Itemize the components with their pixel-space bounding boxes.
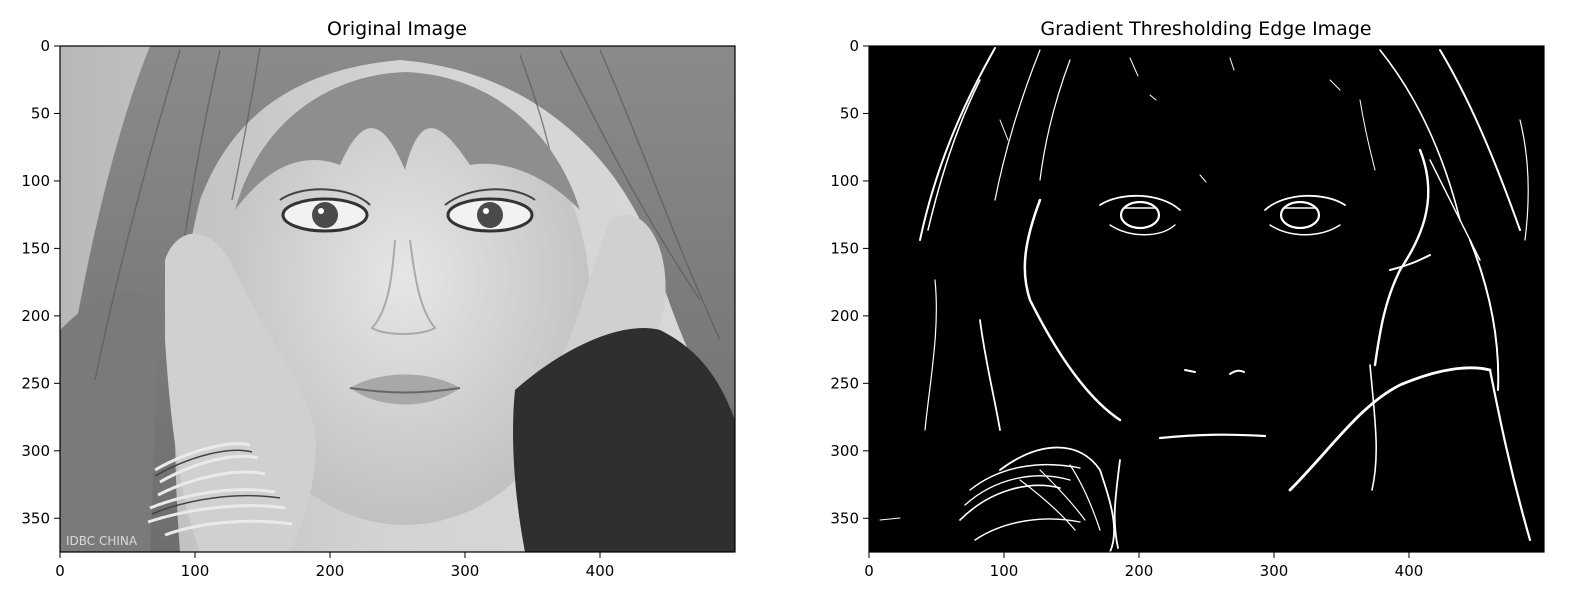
- watermark: IDBC CHINA: [66, 534, 138, 548]
- x-tick-label: 200: [316, 562, 345, 580]
- ticks-original: 0 100 200 300 400 0 50 100 150 200 250 300 350: [21, 37, 614, 580]
- y-tick-label: 350: [21, 509, 50, 527]
- y-tick-label: 250: [830, 374, 859, 392]
- x-tick-label: 0: [864, 562, 874, 580]
- y-tick-label: 200: [21, 307, 50, 325]
- ticks-edges: 0 100 200 300 400 0 50 100 150 200 250 300 350: [830, 37, 1423, 580]
- y-tick-label: 100: [21, 172, 50, 190]
- panel-edges: Gradient Thresholding Edge Image: [830, 18, 1545, 580]
- axes-frame-edges: [868, 45, 1545, 553]
- panel-title-original: Original Image: [327, 18, 467, 40]
- x-tick-label: 300: [1260, 562, 1289, 580]
- x-tick-label: 200: [1125, 562, 1154, 580]
- y-tick-label: 150: [830, 239, 859, 257]
- x-tick-label: 300: [451, 562, 480, 580]
- y-tick-label: 200: [830, 307, 859, 325]
- y-tick-label: 300: [830, 442, 859, 460]
- y-tick-label: 0: [849, 37, 859, 55]
- axes-frame-original: [59, 45, 736, 553]
- y-tick-label: 250: [21, 374, 50, 392]
- x-tick-label: 400: [1395, 562, 1424, 580]
- y-tick-label: 350: [830, 509, 859, 527]
- bracelets: [147, 442, 293, 537]
- x-tick-label: 100: [990, 562, 1019, 580]
- y-tick-label: 150: [21, 239, 50, 257]
- x-tick-label: 100: [181, 562, 210, 580]
- panel-original: Original Image: [21, 18, 736, 580]
- y-tick-label: 100: [830, 172, 859, 190]
- y-tick-label: 0: [40, 37, 50, 55]
- y-tick-label: 50: [31, 104, 50, 122]
- x-tick-label: 0: [55, 562, 65, 580]
- y-tick-label: 50: [840, 104, 859, 122]
- x-tick-label: 400: [586, 562, 615, 580]
- original-image: IDBC CHINA: [60, 46, 735, 552]
- panel-title-edges: Gradient Thresholding Edge Image: [1040, 18, 1371, 40]
- eyes: [279, 188, 536, 233]
- y-tick-label: 300: [21, 442, 50, 460]
- edge-image: [869, 46, 1544, 552]
